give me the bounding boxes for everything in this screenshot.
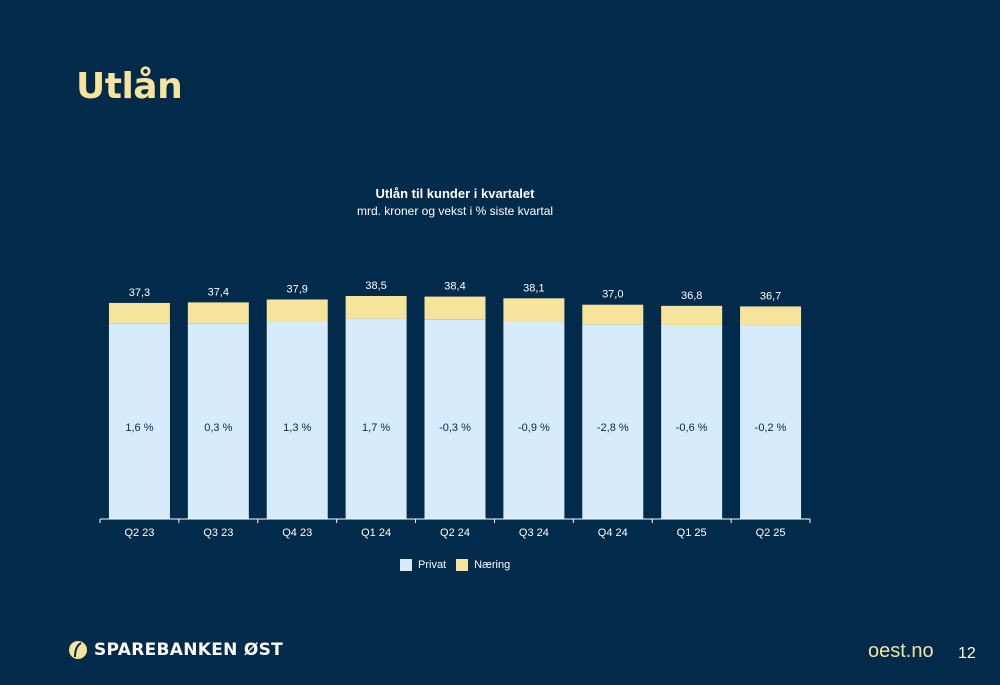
total-label: 37,4: [208, 286, 229, 298]
chart-subtitle: mrd. kroner og vekst i % siste kvartal: [356, 204, 554, 218]
page-title: Utlån: [76, 66, 183, 107]
bar-naering: [661, 305, 723, 325]
growth-label: 1,3 %: [283, 422, 311, 434]
x-tick-label: Q3 24: [519, 527, 549, 539]
chart-title: Utlån til kunder i kvartalet: [375, 186, 535, 201]
x-tick-label: Q4 24: [598, 527, 628, 539]
bar-naering: [582, 304, 644, 325]
bar-privat: [503, 321, 565, 519]
growth-label: 1,7 %: [362, 422, 390, 434]
x-tick-label: Q4 23: [282, 527, 312, 539]
bar-naering: [266, 299, 328, 322]
legend-label-privat: Privat: [418, 559, 447, 571]
growth-label: -0,3 %: [439, 422, 471, 434]
x-tick-label: Q3 23: [203, 527, 233, 539]
legend-swatch-naering: [456, 559, 469, 571]
website-link[interactable]: oest.no: [868, 640, 934, 662]
growth-label: 1,6 %: [125, 422, 153, 434]
bar-privat: [740, 325, 802, 519]
bar-naering: [345, 296, 407, 319]
x-tick-label: Q2 23: [124, 527, 154, 539]
total-label: 36,8: [681, 290, 702, 302]
x-tick-label: Q2 25: [756, 527, 786, 539]
sparebanken-ost-logo: SPAREBANKEN ØST: [68, 640, 283, 660]
bar-privat: [187, 323, 249, 519]
total-label: 37,3: [129, 287, 150, 299]
x-tick-label: Q1 24: [361, 527, 391, 539]
logo-leaf-icon: [69, 641, 87, 659]
bar-naering: [740, 306, 802, 326]
total-label: 37,0: [602, 289, 623, 301]
x-tick-label: Q1 25: [677, 527, 707, 539]
bar-naering: [424, 296, 486, 320]
total-label: 38,5: [365, 280, 386, 292]
page-number: 12: [958, 645, 976, 662]
growth-label: -0,2 %: [755, 422, 787, 434]
growth-label: -0,9 %: [518, 422, 550, 434]
total-label: 38,4: [444, 281, 465, 293]
logo-text: SPAREBANKEN ØST: [94, 640, 284, 660]
bar-privat: [582, 324, 644, 519]
bar-privat: [108, 323, 170, 519]
bar-privat: [266, 321, 328, 519]
bar-naering: [108, 302, 170, 324]
legend-swatch-privat: [400, 559, 412, 571]
legend-item-naering: Næring: [456, 559, 510, 571]
chart-legend: Privat Næring: [400, 559, 510, 571]
growth-label: 0,3 %: [204, 422, 232, 434]
legend-label-naering: Næring: [474, 559, 511, 571]
bar-privat: [661, 324, 723, 519]
bar-naering: [503, 298, 565, 322]
total-label: 38,1: [523, 282, 544, 294]
total-label: 37,9: [287, 283, 308, 295]
total-label: 36,7: [760, 290, 781, 302]
legend-item-privat: Privat: [400, 559, 446, 571]
bar-privat: [424, 319, 486, 519]
bar-privat: [345, 318, 407, 519]
growth-label: -0,6 %: [676, 422, 708, 434]
x-tick-label: Q2 24: [440, 527, 470, 539]
bar-naering: [187, 302, 249, 324]
growth-label: -2,8 %: [597, 422, 629, 434]
